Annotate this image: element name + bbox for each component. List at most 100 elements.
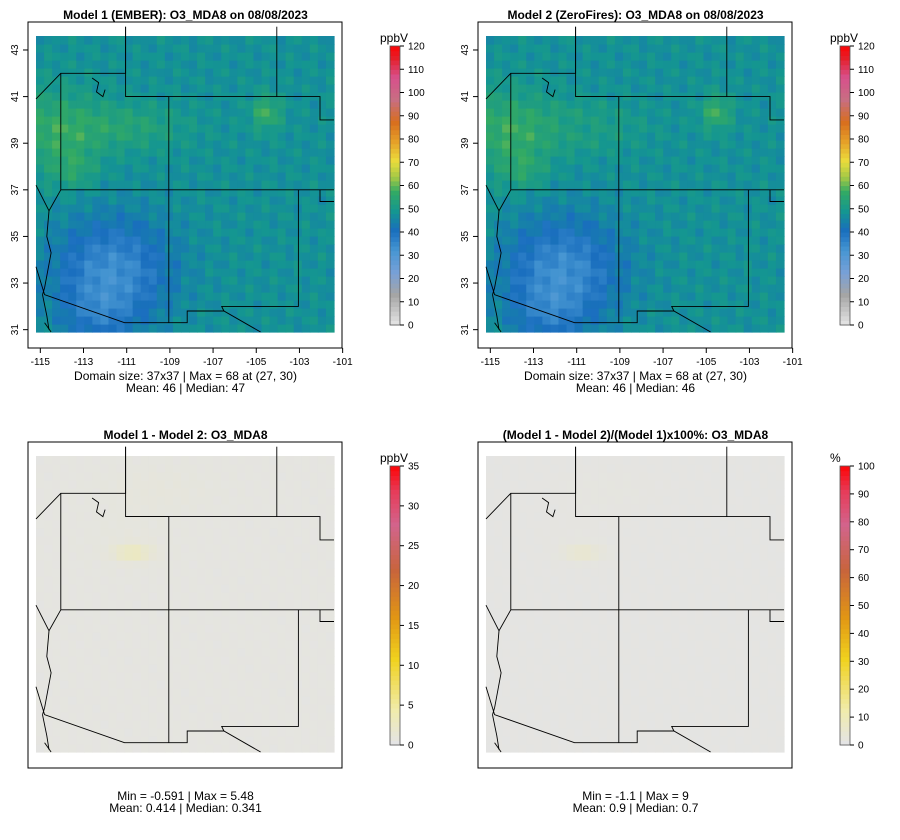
heatmap-cell <box>140 600 150 609</box>
heatmap-cell <box>148 488 158 497</box>
colorbar-segment <box>390 162 400 168</box>
heatmap-cell <box>116 568 126 577</box>
heatmap-cell <box>486 188 495 197</box>
heatmap-cell <box>76 656 85 665</box>
heatmap-cell <box>325 92 335 101</box>
heatmap-cell <box>598 76 608 85</box>
heatmap-cell <box>510 172 519 181</box>
heatmap-cell <box>606 324 616 333</box>
heatmap-cell <box>751 156 761 165</box>
heatmap-cell <box>317 688 327 697</box>
heatmap-cell <box>558 164 568 173</box>
heatmap-cell <box>164 744 174 753</box>
heatmap-cell <box>558 316 568 325</box>
heatmap-cell <box>486 292 495 301</box>
heatmap-cell <box>647 172 656 181</box>
heatmap-cell <box>205 552 214 561</box>
heatmap-cell <box>317 108 327 117</box>
colorbar-segment <box>390 148 400 154</box>
heatmap-cell <box>502 592 511 601</box>
heatmap-cell <box>735 220 745 229</box>
heatmap-cell <box>108 116 118 125</box>
heatmap-cell <box>526 60 535 69</box>
heatmap-cell <box>253 520 263 529</box>
heatmap-cell <box>180 536 190 545</box>
heatmap-cell <box>68 592 77 601</box>
heatmap-cell <box>703 52 713 61</box>
heatmap-cell <box>76 244 85 253</box>
heatmap-cell <box>486 704 495 713</box>
heatmap-cell <box>213 284 222 293</box>
heatmap-cell <box>285 76 295 85</box>
heatmap-cell <box>205 736 214 745</box>
heatmap-cell <box>606 164 616 173</box>
heatmap-cell <box>92 236 102 245</box>
heatmap-cell <box>582 504 592 513</box>
heatmap-cell <box>36 616 45 625</box>
heatmap-cell <box>60 704 69 713</box>
heatmap-cell <box>727 140 737 149</box>
heatmap-cell <box>269 292 279 301</box>
heatmap-cell <box>277 640 287 649</box>
heatmap-cell <box>574 656 584 665</box>
heatmap-cell <box>285 624 295 633</box>
heatmap-cell <box>735 260 745 269</box>
heatmap-cell <box>510 236 519 245</box>
heatmap-cell <box>655 204 664 213</box>
heatmap-cell <box>550 528 560 537</box>
heatmap-cell <box>526 196 535 205</box>
heatmap-cell <box>140 688 150 697</box>
heatmap-cell <box>558 204 568 213</box>
heatmap-cell <box>116 76 126 85</box>
heatmap-cell <box>301 672 311 681</box>
heatmap-cell <box>542 260 552 269</box>
heatmap-cell <box>100 720 110 729</box>
heatmap-cell <box>124 576 134 585</box>
heatmap-cell <box>221 544 230 553</box>
heatmap-cell <box>325 156 335 165</box>
heatmap-cell <box>486 592 495 601</box>
heatmap-cell <box>261 68 271 77</box>
heatmap-cell <box>76 212 85 221</box>
heatmap-cell <box>221 464 230 473</box>
heatmap-cell <box>140 180 150 189</box>
heatmap-cell <box>510 268 519 277</box>
heatmap-cell <box>622 116 632 125</box>
heatmap-cell <box>156 84 166 93</box>
heatmap-cell <box>317 244 327 253</box>
heatmap-cell <box>261 528 271 537</box>
heatmap-cell <box>221 616 230 625</box>
heatmap-cell <box>301 712 311 721</box>
heatmap-cell <box>132 584 142 593</box>
heatmap-cell <box>277 680 287 689</box>
heatmap-cell <box>325 464 335 473</box>
heatmap-cell <box>655 244 664 253</box>
heatmap-cell <box>148 536 158 545</box>
heatmap-cell <box>116 496 126 505</box>
heatmap-cell <box>156 180 166 189</box>
heatmap-cell <box>84 188 93 197</box>
heatmap-cell <box>229 728 238 737</box>
heatmap-cell <box>293 576 303 585</box>
heatmap-cell <box>277 520 287 529</box>
heatmap-cell <box>100 284 110 293</box>
heatmap-cell <box>108 480 118 489</box>
heatmap-cell <box>44 720 53 729</box>
heatmap-cell <box>751 228 761 237</box>
heatmap-cell <box>261 544 271 553</box>
heatmap-cell <box>510 276 519 285</box>
heatmap-cell <box>598 204 608 213</box>
heatmap-cell <box>269 704 279 713</box>
colorbar-segment <box>390 306 400 312</box>
heatmap-cell <box>156 648 166 657</box>
heatmap-cell <box>108 204 118 213</box>
colorbar-segment <box>390 227 400 233</box>
heatmap-cell <box>526 704 535 713</box>
heatmap-cell <box>727 172 737 181</box>
heatmap-cell <box>68 204 77 213</box>
heatmap-cell <box>598 244 608 253</box>
heatmap-cell <box>679 60 688 69</box>
colorbar-tick-label: 50 <box>858 204 870 215</box>
heatmap-cell <box>285 132 295 141</box>
heatmap-cell <box>566 244 576 253</box>
